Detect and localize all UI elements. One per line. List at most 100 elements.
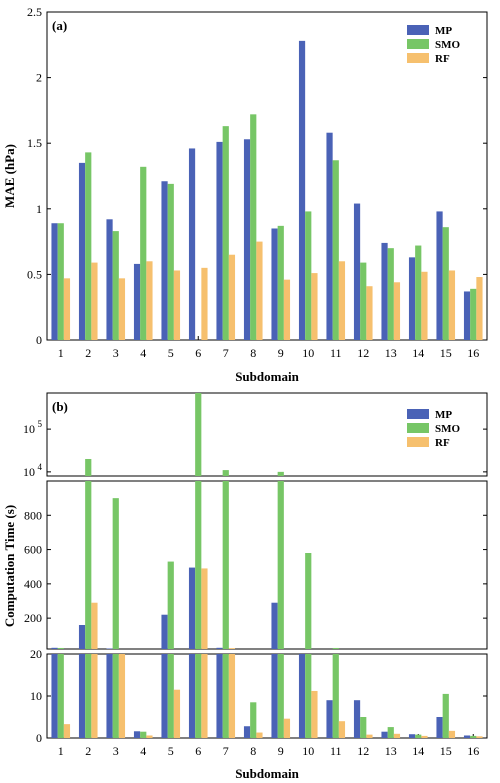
panel-a-bar-mp [133, 263, 141, 340]
panel-b-xtick-label: 2 [85, 744, 91, 758]
panel-a-bar-rf [118, 278, 126, 340]
panel-b-bar-smo [277, 481, 284, 649]
panel-b-bar-rf [476, 736, 483, 738]
panel-b-frame-log-segment [46, 392, 488, 477]
panel-b-legend-label-mp: MP [435, 409, 452, 421]
panel-b-bar-smo [167, 654, 174, 738]
panel-b-bar-smo [470, 735, 477, 738]
panel-a-bar-rf [311, 273, 318, 340]
panel-b-bar-mp [106, 648, 113, 649]
panel-b-xtick-label: 12 [357, 744, 369, 758]
panel-b-bar-rf [228, 654, 236, 738]
panel-b-bar-smo [167, 561, 174, 649]
panel-b-bar-smo [85, 481, 92, 649]
panel-b-bar-mp [216, 647, 223, 649]
panel-a-xtick-label: 4 [140, 346, 146, 360]
panel-b-bar-smo [277, 654, 284, 738]
panel-b-bar-smo [140, 731, 147, 738]
panel-a-ytick-label: 1.5 [27, 136, 42, 150]
panel-b-xtick-label: 10 [302, 744, 314, 758]
panel-a-bar-rf [201, 267, 208, 340]
panel-b-bar-rf [283, 718, 291, 738]
panel-b-ytick-exponent: 5 [38, 419, 43, 429]
panel-b-bar-mp [326, 700, 333, 738]
panel-b-bar-smo [250, 702, 257, 738]
panel-a-bar-mp [271, 228, 278, 340]
panel-b-ytick-label: 600 [24, 543, 42, 557]
panel-a-bar-mp [436, 211, 443, 340]
panel-b-bar-smo [305, 654, 312, 738]
panel-b-ytick-label: 200 [24, 611, 42, 625]
panel-a-xtick-label: 13 [385, 346, 397, 360]
panel-b-bar-mp [51, 647, 58, 649]
panel-a-bar-smo [167, 183, 174, 340]
panel-a-xtick-label: 10 [302, 346, 314, 360]
panel-b-bar-rf [173, 689, 181, 738]
panel-a-bar-smo [360, 262, 367, 340]
panel-a-bar-smo [442, 227, 449, 340]
panel-b-ytick-exponent: 4 [38, 462, 43, 472]
panel-a-bar-mp [216, 141, 223, 340]
panel-b-bar-mp [188, 567, 196, 649]
panel-a-bar-smo [415, 245, 422, 340]
panel-b-computation-time-chart: (b) Computation Time (s) Subdomain 0 10 20… [2, 392, 488, 781]
panel-a-xtick-label: 6 [195, 346, 201, 360]
panel-b-bar-smo [332, 647, 339, 649]
panel-a-legend-label-rf: RF [435, 53, 450, 65]
panel-b-legend-label-smo: SMO [435, 423, 461, 435]
panel-b-legend-swatch-mp [407, 409, 429, 419]
panel-b-bar-smo [222, 470, 229, 476]
panel-b-ytick-label: 800 [24, 508, 42, 522]
panel-a-bar-rf [283, 279, 291, 340]
panel-b-ytick-label: 10 [23, 422, 35, 436]
panel-a-bar-smo [305, 211, 312, 340]
panel-a-xtick-label: 11 [330, 346, 342, 360]
panel-a-bar-rf [448, 270, 456, 340]
panel-b-bar-smo [195, 393, 202, 476]
panel-a-bar-rf [476, 277, 483, 340]
panel-b-bar-mp [381, 731, 388, 738]
panel-a-bar-rf [256, 241, 263, 340]
panel-b-bar-smo [195, 654, 202, 738]
panel-a-bar-rf [173, 270, 181, 340]
panel-b-bar-mp [188, 654, 196, 738]
panel-b-bar-rf [91, 654, 98, 738]
panel-a-ytick-label: 2.5 [27, 5, 42, 19]
panel-b-xtick-label: 5 [168, 744, 174, 758]
panel-b-bar-mp [78, 625, 86, 649]
panel-b-bar-rf [311, 690, 318, 738]
panel-b-bar-rf [118, 654, 126, 738]
panel-a-bar-smo [250, 114, 257, 340]
panel-b-bar-smo [222, 481, 229, 649]
panel-a-bar-mp [51, 223, 58, 340]
panel-b-xtick-label: 6 [195, 744, 201, 758]
panel-b-xtick-label: 14 [412, 744, 424, 758]
panel-a-xtick-label: 14 [412, 346, 424, 360]
panel-b-xtick-label: 8 [250, 744, 256, 758]
panel-b-ylabel: Computation Time (s) [2, 505, 17, 627]
panel-b-xtick-label: 9 [278, 744, 284, 758]
panel-a-legend-label-mp: MP [435, 25, 452, 37]
panel-a-bar-rf [228, 254, 236, 340]
panel-a-ytick-label: 2 [36, 71, 42, 85]
panel-b-bar-mp [133, 731, 141, 738]
panel-a-bar-smo [277, 225, 284, 340]
panel-b-legend: MP SMO RF [407, 409, 461, 449]
panel-b-bar-rf [338, 721, 346, 738]
panel-a-xlabel: Subdomain [235, 369, 299, 384]
panel-b-bar-smo [415, 734, 422, 738]
panel-a-xtick-label: 2 [85, 346, 91, 360]
panel-a-legend: MP SMO RF [407, 25, 461, 65]
panel-b-xtick-label: 11 [330, 744, 342, 758]
panel-a-bar-smo [470, 288, 477, 340]
panel-b-bar-smo [112, 498, 119, 649]
panel-a-bar-smo [222, 126, 229, 340]
panel-a-xtick-label: 3 [113, 346, 119, 360]
panel-a-legend-swatch-smo [407, 39, 429, 49]
panel-a-ytick-label: 0.5 [27, 267, 42, 281]
panel-b-bar-smo [442, 693, 449, 738]
panel-b-bar-smo [222, 654, 229, 738]
panel-b-bar-rf [201, 568, 208, 649]
